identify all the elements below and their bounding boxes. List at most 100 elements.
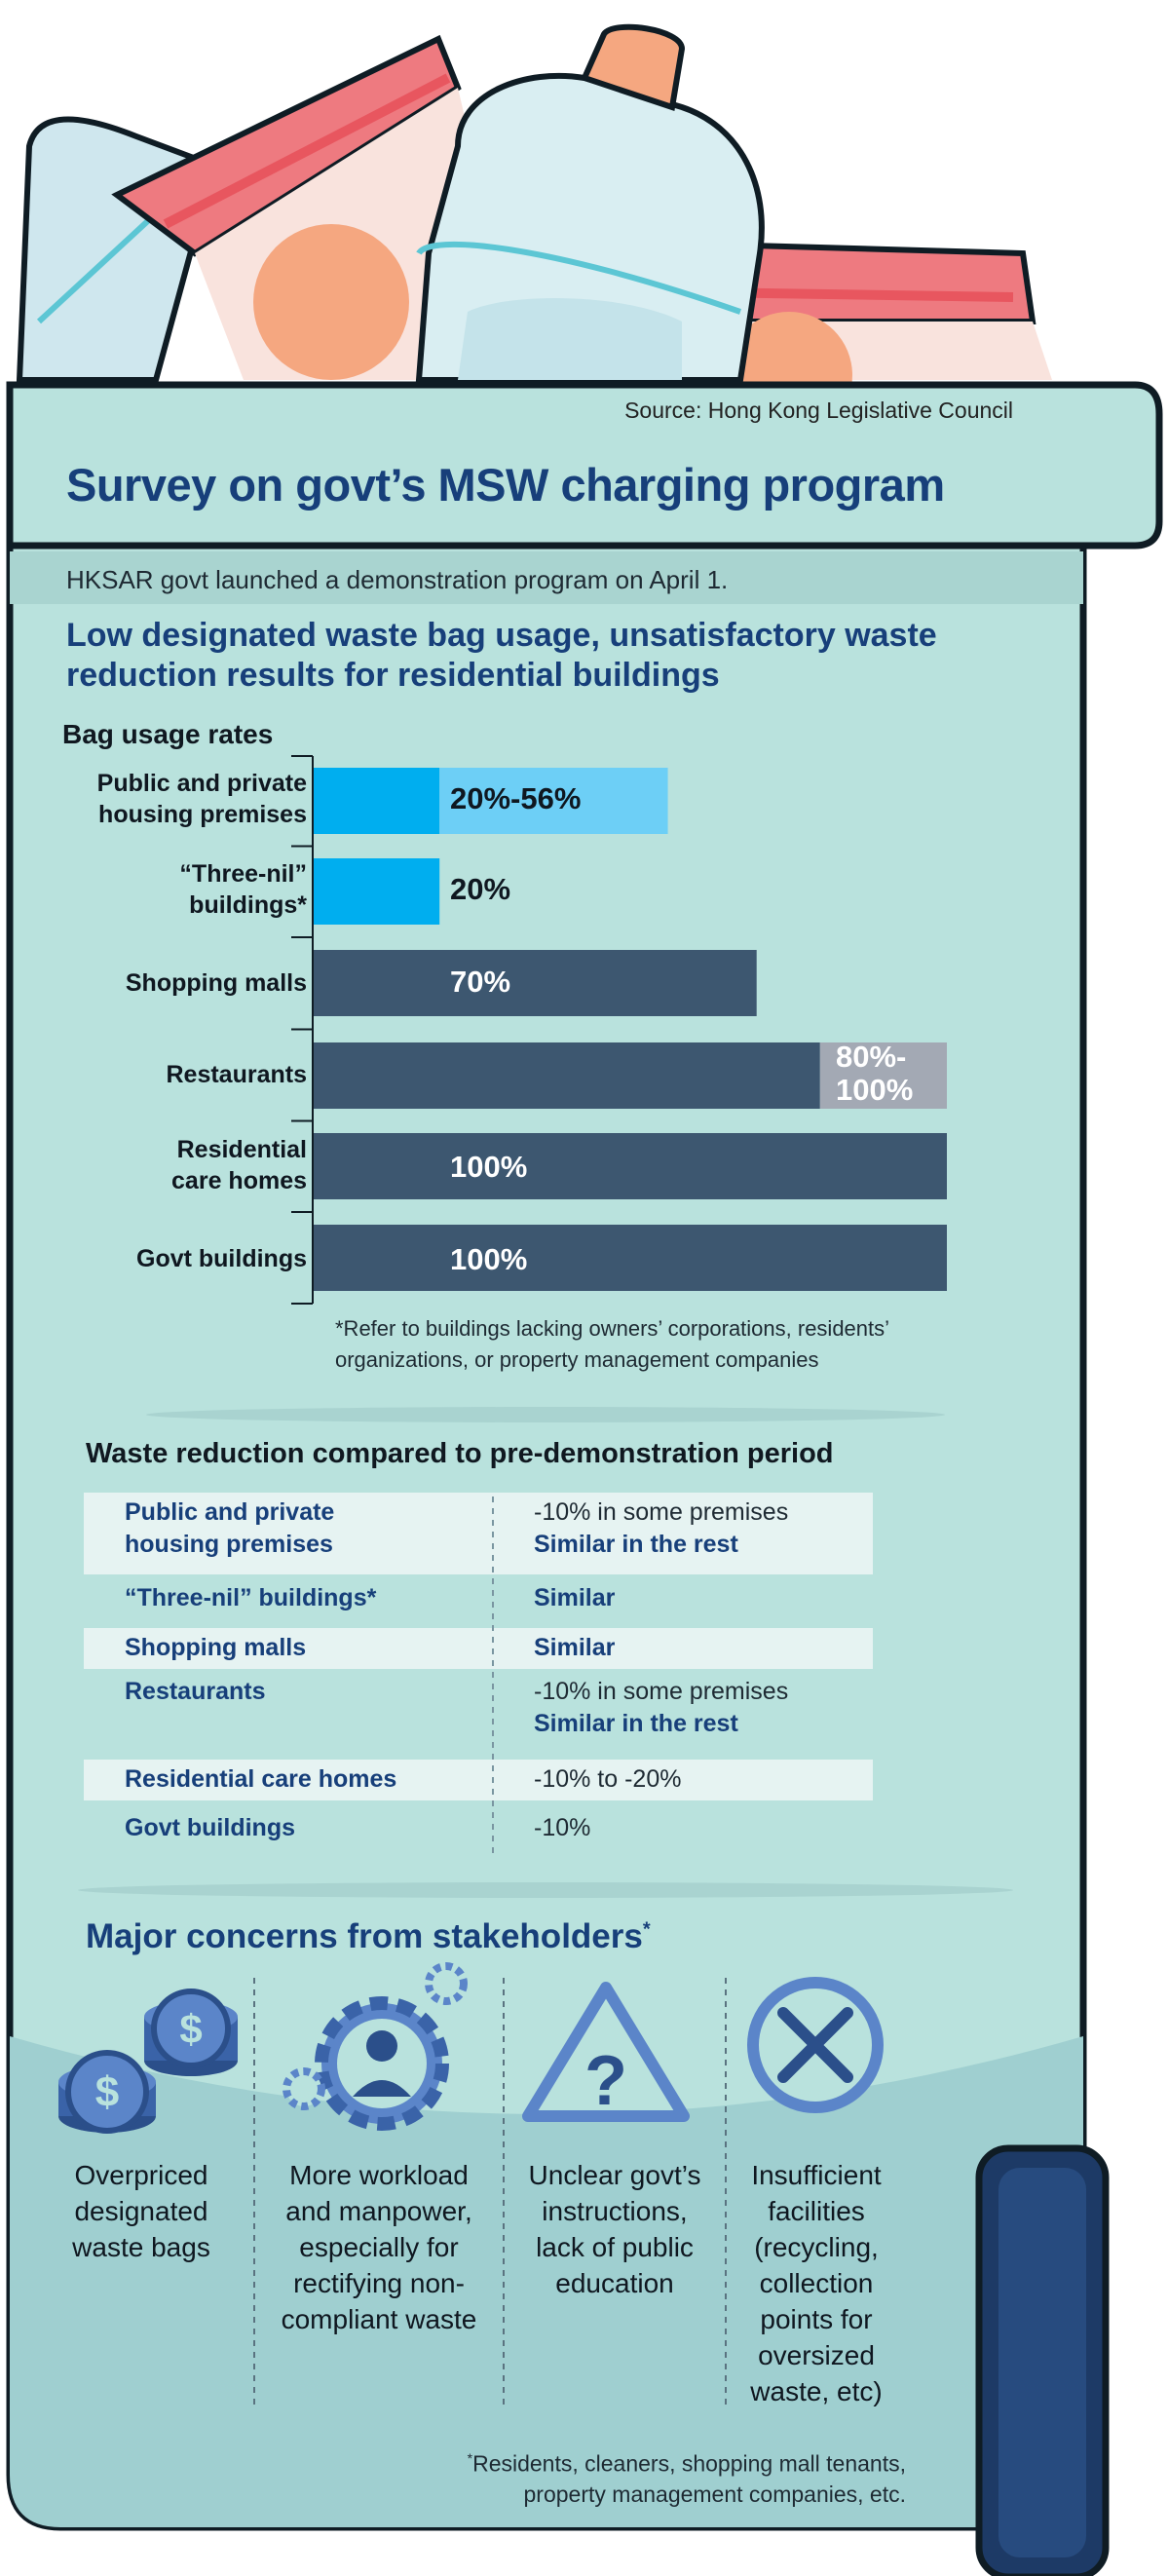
concerns-title-text: Major concerns from stakeholders [86, 1917, 643, 1955]
concern-line: education [555, 2268, 674, 2298]
concern-line: Unclear govt’s [528, 2160, 701, 2190]
table-value: -10% in some premises Similar in the res… [534, 1496, 788, 1561]
concern-line: waste bags [72, 2232, 210, 2262]
category-line: Restaurants [166, 1061, 308, 1088]
trash-pile-icon [16, 23, 1052, 438]
value-line: Similar [534, 1584, 616, 1611]
concern-line: oversized [758, 2340, 875, 2370]
bar-value-label: 100% [450, 1242, 528, 1276]
concern-line: rectifying non- [293, 2268, 465, 2298]
headline-line: Low designated waste bag usage, unsatisf… [66, 617, 937, 654]
waste-reduction-label: Waste reduction compared to pre-demonstr… [86, 1438, 834, 1469]
chart-category-label: Residential care homes [171, 1134, 307, 1196]
table-value: -10% [534, 1812, 590, 1844]
concern-line: More workload [289, 2160, 469, 2190]
stakeholders-footnote: *Residents, cleaners, shopping mall tena… [429, 2443, 906, 2510]
chart-category-label: “Three-nil” buildings* [179, 858, 307, 921]
warning-question-icon: ? [522, 1982, 690, 2122]
concern-item: Insufficient facilities (recycling, coll… [729, 2157, 904, 2409]
bar-value-label: 80%- 100% [836, 1041, 913, 1107]
bar-value-label: 20%-56% [450, 781, 582, 815]
concern-line: designated [74, 2196, 208, 2226]
footnote-line: *Refer to buildings lacking owners’ corp… [335, 1316, 890, 1341]
category-line: housing premises [125, 1531, 333, 1558]
value-line: -10% [534, 1814, 591, 1841]
concerns-title: Major concerns from stakeholders* [86, 1917, 651, 1956]
table-category: Public and private housing premises [125, 1496, 334, 1561]
footnote-line: organizations, or property management co… [335, 1347, 819, 1372]
bar-value-label: 20% [450, 872, 511, 906]
table-value: -10% to -20% [534, 1763, 681, 1796]
value-line: Similar in the rest [534, 1710, 738, 1737]
source-note: Source: Hong Kong Legislative Council [624, 398, 1013, 423]
footnote-mark: * [467, 2450, 473, 2466]
footnote-line: property management companies, etc. [523, 2481, 906, 2507]
concern-line: facilities [768, 2196, 865, 2226]
concerns-title-mark: * [642, 1918, 651, 1941]
table-row-bg [84, 1628, 873, 1669]
chart-category-label: Shopping malls [126, 967, 307, 999]
bar-value-line: 80%- [836, 1040, 907, 1074]
category-line: buildings* [189, 891, 307, 919]
headline-line: reduction results for residential buildi… [66, 657, 720, 694]
svg-text:$: $ [95, 2068, 119, 2116]
table-value: Similar [534, 1582, 615, 1614]
bar-min [313, 858, 440, 925]
concern-item: Unclear govt’s instructions, lack of pub… [507, 2157, 723, 2301]
category-line: housing premises [98, 801, 307, 828]
table-value: Similar [534, 1632, 615, 1664]
cross-circle-icon [747, 1977, 884, 2113]
concern-line: collection [759, 2268, 874, 2298]
value-line: -10% in some premises [534, 1498, 789, 1526]
footnote-line: *Residents, cleaners, shopping mall tena… [429, 2443, 906, 2480]
bar-min [313, 950, 757, 1016]
chart-category-label: Public and private housing premises [97, 768, 307, 830]
bar-min [313, 768, 440, 834]
bar-min [313, 1133, 947, 1199]
table-category: Govt buildings [125, 1814, 295, 1841]
chart-category-label: Restaurants [167, 1059, 308, 1090]
svg-text:?: ? [584, 2042, 627, 2120]
table-row-bg [84, 1760, 873, 1800]
worker-gears-icon [283, 1962, 468, 2131]
category-line: Public and private [96, 770, 307, 797]
value-line: -10% in some premises [534, 1678, 789, 1705]
concern-line: Overpriced [74, 2160, 208, 2190]
concern-line: especially for [299, 2232, 459, 2262]
category-line: Govt buildings [136, 1245, 307, 1272]
table-category: Residential care homes [125, 1765, 397, 1793]
table-category: Restaurants [125, 1678, 266, 1705]
concern-line: (recycling, [754, 2232, 879, 2262]
headline: Low designated waste bag usage, unsatisf… [66, 616, 1001, 696]
page-subtitle: HKSAR govt launched a demonstration prog… [66, 565, 729, 594]
table-value: -10% in some premises Similar in the res… [534, 1676, 788, 1740]
category-line: “Three-nil” [179, 860, 307, 888]
chart-category-label: Govt buildings [136, 1243, 307, 1274]
bar-value-label: 100% [450, 1150, 528, 1184]
bag-usage-chart [291, 755, 947, 1305]
category-line: Residential [176, 1136, 307, 1163]
concern-line: waste, etc) [750, 2376, 883, 2406]
table-row-bg [84, 1493, 873, 1574]
concern-item: More workload and manpower, especially f… [257, 2157, 501, 2337]
concern-line: points for [760, 2304, 873, 2334]
svg-text:$: $ [179, 2006, 202, 2052]
category-line: Shopping malls [125, 969, 307, 997]
table-category: “Three-nil” buildings* [125, 1584, 377, 1611]
bar-min [313, 1042, 820, 1109]
bar-min [313, 1225, 947, 1291]
table-category: Shopping malls [125, 1634, 307, 1661]
coins-icon: $ $ [58, 1989, 238, 2134]
bar-range [439, 768, 668, 834]
bar-value-line: 100% [836, 1073, 914, 1107]
value-line: Similar in the rest [534, 1531, 738, 1558]
category-line: care homes [171, 1167, 307, 1194]
bag-usage-label: Bag usage rates [62, 719, 274, 749]
category-line: Public and private [125, 1498, 335, 1526]
concern-line: instructions, [542, 2196, 688, 2226]
footnote-text: Residents, cleaners, shopping mall tenan… [472, 2450, 906, 2477]
concern-line: Insufficient [751, 2160, 882, 2190]
bar-range [819, 1042, 947, 1109]
value-line: -10% to -20% [534, 1765, 682, 1793]
